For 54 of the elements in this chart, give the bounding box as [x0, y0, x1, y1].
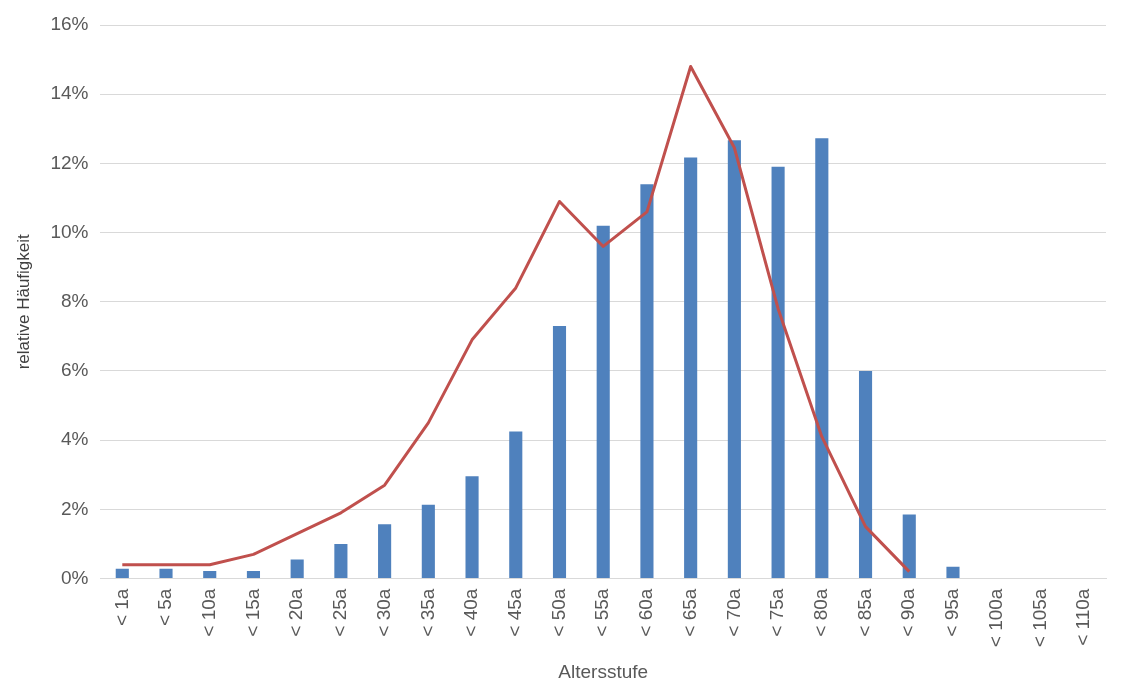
bar — [246, 570, 261, 579]
x-tick-label: < 110a — [1072, 588, 1094, 646]
bar — [290, 559, 304, 579]
x-tick-label: < 55a — [591, 588, 613, 637]
x-axis-title: Altersstufe — [558, 660, 649, 682]
y-tick-label: 6% — [60, 359, 89, 381]
x-tick-label: < 90a — [897, 588, 919, 637]
x-tick-label: < 20a — [285, 588, 307, 637]
bar — [378, 524, 392, 579]
bar — [771, 166, 785, 579]
bar — [334, 543, 348, 579]
x-tick-label: < 50a — [547, 588, 569, 637]
x-tick-label: < 5a — [154, 588, 176, 627]
x-tick-label: < 100a — [984, 588, 1006, 648]
bar — [946, 566, 960, 579]
bar — [684, 157, 698, 579]
x-tick-label: < 1a — [110, 588, 132, 627]
bar — [421, 504, 435, 579]
bar — [858, 370, 873, 579]
bar — [552, 326, 567, 579]
y-tick-label: 0% — [60, 566, 89, 588]
x-tick-label: < 45a — [504, 588, 526, 637]
x-tick-label: < 15a — [241, 588, 263, 637]
x-tick-label: < 95a — [941, 588, 963, 637]
y-tick-label: 12% — [50, 151, 89, 173]
x-tick-label: < 80a — [810, 588, 832, 637]
x-tick-label: < 65a — [678, 588, 700, 637]
bar — [815, 138, 829, 579]
x-tick-label: < 70a — [722, 588, 744, 637]
bar — [640, 184, 654, 579]
y-tick-label: 16% — [50, 13, 89, 35]
bar — [902, 514, 916, 579]
bar — [509, 431, 523, 579]
bar — [159, 568, 173, 579]
x-tick-label: < 60a — [635, 588, 657, 637]
bar — [465, 476, 479, 579]
x-tick-label: < 40a — [460, 588, 482, 637]
y-tick-label: 10% — [50, 220, 89, 242]
y-tick-label: 8% — [60, 290, 89, 312]
x-tick-label: < 85a — [853, 588, 875, 637]
x-tick-label: < 75a — [766, 588, 788, 637]
x-tick-label: < 10a — [197, 588, 219, 637]
bar — [596, 225, 610, 579]
y-tick-label: 4% — [60, 428, 89, 450]
y-tick-label: 2% — [60, 497, 89, 519]
bar — [727, 140, 741, 579]
x-tick-label: < 25a — [329, 588, 351, 637]
x-tick-label: < 35a — [416, 588, 438, 637]
bar — [203, 570, 217, 579]
x-tick-label: < 105a — [1028, 588, 1050, 648]
bar — [115, 568, 129, 579]
y-tick-label: 14% — [50, 82, 89, 104]
y-axis-title: relative Häufigkeit — [13, 233, 33, 370]
x-tick-label: < 30a — [372, 588, 394, 637]
